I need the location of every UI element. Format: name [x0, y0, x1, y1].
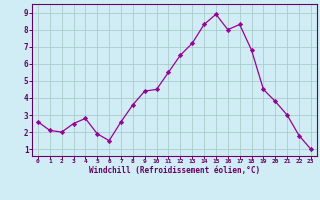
X-axis label: Windchill (Refroidissement éolien,°C): Windchill (Refroidissement éolien,°C): [89, 166, 260, 175]
